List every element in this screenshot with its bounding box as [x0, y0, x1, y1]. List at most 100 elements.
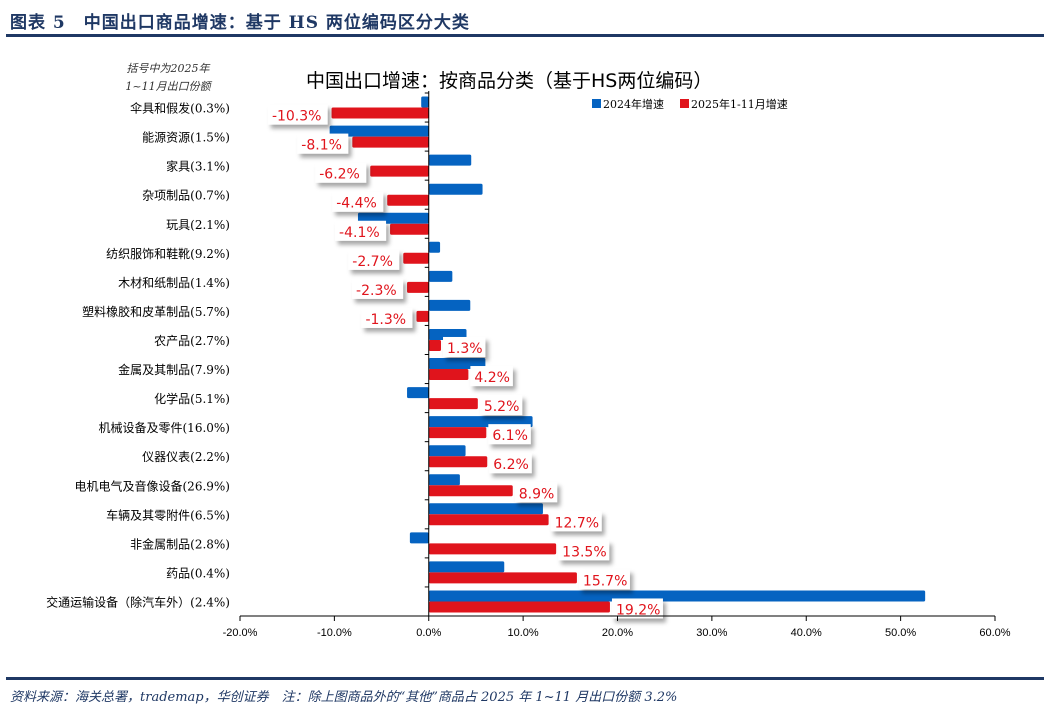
- bar-2024: [421, 96, 429, 108]
- category-label: 交通运输设备（除汽车外）(2.4%): [46, 594, 230, 609]
- data-label-background: [335, 220, 387, 241]
- data-label: -2.7%: [352, 254, 393, 270]
- bar-2025: [428, 572, 577, 584]
- data-label-background: [470, 366, 513, 387]
- bar-2025: [416, 310, 429, 322]
- bar-2024: [428, 299, 471, 311]
- data-label: 8.9%: [519, 486, 555, 502]
- bar-2025: [428, 369, 469, 381]
- bar-2025: [428, 398, 478, 410]
- category-label: 金属及其制品(7.9%): [118, 362, 230, 377]
- data-label-box: -2.7%: [348, 249, 400, 270]
- bar-2024: [428, 503, 543, 515]
- data-label-box: -4.1%: [335, 220, 387, 241]
- data-label: 15.7%: [583, 573, 627, 589]
- share-note-line-2: 1~11月出口份额: [125, 80, 212, 93]
- category-label: 非金属制品(2.8%): [130, 536, 230, 551]
- category-label: 杂项制品(0.7%): [142, 189, 230, 203]
- data-label: 6.2%: [493, 457, 529, 473]
- x-tick-label: 60.0%: [979, 627, 1010, 639]
- bar-2024: [428, 270, 453, 282]
- bar-2025: [387, 194, 429, 206]
- category-label: 伞具和假发(0.3%): [130, 101, 230, 116]
- data-label-background: [315, 162, 367, 183]
- data-label-background: [443, 336, 486, 357]
- data-label-box: 12.7%: [550, 511, 602, 532]
- data-label: 19.2%: [616, 602, 660, 618]
- bar-2024: [428, 241, 441, 253]
- data-label-box: -4.4%: [332, 191, 384, 212]
- data-label-box: 13.5%: [558, 540, 610, 561]
- bar-2024: [329, 125, 429, 137]
- data-label-box: 19.2%: [611, 598, 663, 619]
- data-label: -4.4%: [336, 196, 377, 212]
- x-tick-label: 50.0%: [885, 627, 916, 639]
- bottom-divider: [6, 677, 1044, 680]
- figure-caption: 图表 5 中国出口商品增速：基于 HS 两位编码区分大类: [10, 13, 470, 33]
- share-note-line-1: 括号中为2025年: [127, 62, 211, 75]
- data-label-background: [550, 511, 602, 532]
- bar-2024: [428, 154, 472, 166]
- bar-2025: [428, 427, 487, 439]
- bar-2025: [331, 107, 429, 119]
- bar-chart: 括号中为2025年 1~11月出口份额 中国出口增速：按商品分类（基于HS两位编…: [46, 62, 1011, 639]
- data-label: -8.1%: [301, 138, 342, 154]
- bar-2024: [428, 590, 926, 602]
- legend: 2024年增速 2025年1-11月增速: [592, 97, 788, 111]
- data-label-box: -8.1%: [297, 133, 349, 154]
- data-label-background: [352, 278, 404, 299]
- data-label: 6.1%: [492, 428, 528, 444]
- bar-2025: [352, 136, 429, 148]
- data-label: -1.3%: [365, 312, 406, 328]
- category-label: 仪器仪表(2.2%): [142, 450, 230, 464]
- data-label-background: [361, 307, 413, 328]
- chart-title: 中国出口增速：按商品分类（基于HS两位编码）: [306, 70, 712, 92]
- bar-2025: [428, 514, 549, 526]
- category-label: 木材和纸制品(1.4%): [118, 276, 230, 290]
- category-label: 机械设备及零件(16.0%): [99, 420, 231, 435]
- data-label-background: [348, 249, 400, 270]
- bar-2024: [409, 532, 429, 544]
- bar-2024: [407, 387, 429, 399]
- data-label-box: -2.3%: [352, 278, 404, 299]
- data-label-background: [611, 598, 663, 619]
- bar-2025: [407, 281, 429, 293]
- bar-2024: [428, 474, 460, 486]
- x-tick-label: 40.0%: [791, 627, 822, 639]
- x-tick-label: 10.0%: [508, 627, 539, 639]
- data-label: 4.2%: [474, 370, 510, 386]
- data-label-box: 8.9%: [514, 482, 558, 503]
- category-label: 化学品(5.1%): [154, 391, 230, 406]
- category-label: 电机电气及音像设备(26.9%): [75, 478, 231, 493]
- category-label: 玩具(2.1%): [166, 218, 230, 232]
- data-label: 1.3%: [447, 341, 483, 357]
- bar-2025: [370, 165, 429, 177]
- data-label-background: [514, 482, 558, 503]
- bar-2025: [428, 543, 557, 555]
- data-label: -2.3%: [356, 283, 397, 299]
- data-label-background: [267, 104, 328, 125]
- category-label: 纺织服饰和鞋靴(9.2%): [106, 246, 230, 261]
- bar-2024: [428, 183, 483, 195]
- bar-2025: [428, 601, 610, 613]
- data-label-box: -10.3%: [267, 104, 328, 125]
- data-label: -10.3%: [272, 109, 322, 125]
- legend-label-2025: 2025年1-11月增速: [691, 97, 788, 111]
- data-label: -4.1%: [339, 225, 380, 241]
- data-label: 13.5%: [562, 544, 606, 560]
- bar-2024: [428, 561, 505, 573]
- x-tick-label: -10.0%: [317, 627, 352, 639]
- legend-swatch-2024: [592, 99, 601, 108]
- x-tick-label: 0.0%: [416, 627, 441, 639]
- x-tick-label: -20.0%: [223, 627, 258, 639]
- x-tick-label: 20.0%: [602, 627, 633, 639]
- data-label-box: 1.3%: [443, 336, 486, 357]
- category-label: 家具(3.1%): [166, 159, 230, 174]
- bar-2025: [428, 485, 513, 497]
- data-label-box: -1.3%: [361, 307, 413, 328]
- legend-swatch-2025: [680, 99, 689, 108]
- data-label-box: 6.2%: [489, 453, 532, 474]
- data-label: 5.2%: [484, 399, 520, 415]
- data-label-box: 5.2%: [479, 395, 523, 416]
- source-footnote: 资料来源：海关总署，trademap，华创证券 注：除上图商品外的“其他”商品占…: [10, 690, 678, 705]
